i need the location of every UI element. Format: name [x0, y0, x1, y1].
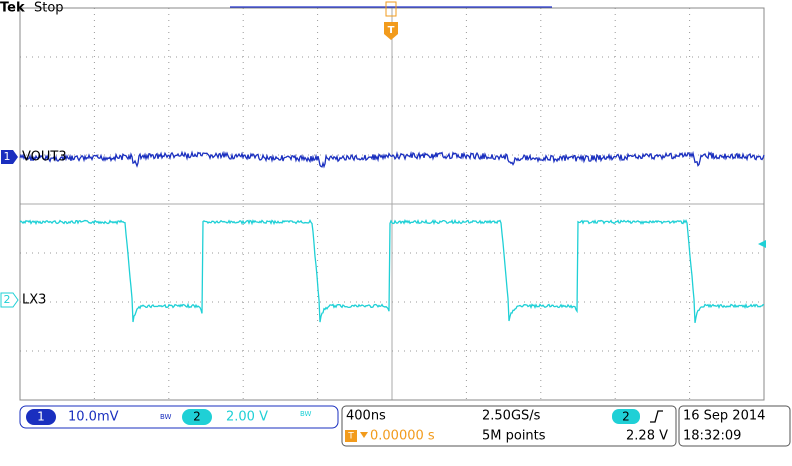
ch1-scale: 10.0mV [68, 410, 119, 425]
trigger-level-arrow [758, 240, 766, 248]
ch1-badge [26, 409, 56, 425]
ch2-scale: 2.00 V [226, 410, 268, 425]
ch1-bw: BW [160, 413, 172, 421]
trigger-position: 0.00000 s [370, 429, 435, 444]
ch1-badge-number: 1 [37, 410, 45, 424]
trigger-top [385, 1, 397, 17]
ch1-label: VOUT3 [22, 150, 67, 165]
date: 16 Sep 2014 [683, 409, 765, 424]
ch1-marker [1, 150, 18, 164]
brand: Tek [0, 1, 25, 16]
graticule-border [19, 7, 765, 401]
acq-status: Stop [34, 1, 64, 16]
ch2-badge [182, 409, 212, 425]
ch1-trace [19, 150, 765, 169]
ch2-bw: BW [300, 410, 312, 418]
ch2-marker [0, 292, 19, 308]
sample-rate: 2.50GS/s [482, 409, 541, 424]
trigger-pos-icon [345, 430, 357, 442]
time-scale: 400ns [346, 409, 386, 424]
trigger-marker [384, 22, 398, 40]
time: 18:32:09 [683, 429, 741, 444]
timebase-box [341, 405, 677, 447]
ch2-label: LX3 [22, 293, 46, 308]
ch2-trace [19, 218, 765, 324]
trigger-channel-badge [612, 409, 640, 424]
ch1-marker-number: 1 [4, 150, 11, 163]
record-length: 5M points [482, 429, 546, 444]
trigger-channel: 2 [622, 410, 630, 424]
ch2-badge-number: 2 [193, 410, 201, 424]
trigger-marker-label: T [388, 25, 395, 36]
graticule [20, 8, 764, 400]
ch2-marker-number: 2 [4, 293, 11, 306]
datetime-box [678, 405, 791, 447]
channel-box [19, 405, 339, 429]
trigger-level: 2.28 V [626, 429, 668, 444]
trigger-pos-icon-label: T [347, 432, 354, 442]
edge-icon [650, 410, 663, 423]
trigger-pos-arrow [360, 432, 368, 438]
